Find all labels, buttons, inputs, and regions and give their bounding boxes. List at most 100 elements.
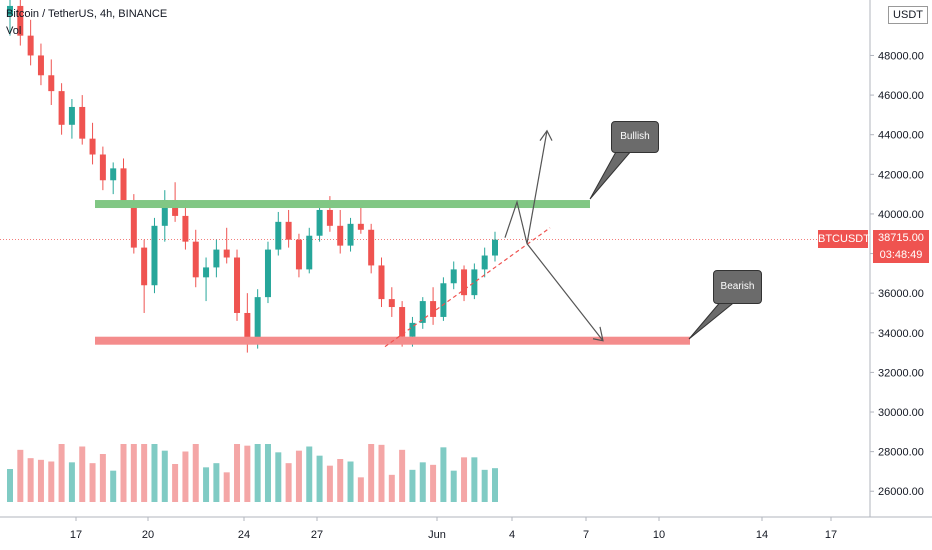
time-tick-label: 17 (70, 529, 82, 541)
time-tick-label: 17 (825, 529, 837, 541)
candle-body (254, 297, 261, 341)
time-tick-label: 4 (509, 529, 515, 541)
volume-bar (430, 464, 437, 502)
candles (7, 0, 498, 353)
candle-body (275, 221, 282, 250)
candle-body (130, 204, 137, 248)
volume-bar (99, 454, 106, 502)
bullish-callout-tail (589, 149, 634, 200)
volume-bar (130, 444, 137, 502)
candle-body (120, 168, 127, 205)
symbol-price-tag: BTCUSDT (818, 230, 870, 248)
candle-body (378, 265, 385, 300)
volume-bar (461, 457, 468, 502)
candle-body (430, 301, 437, 317)
candle-body (481, 255, 488, 270)
candle-body (161, 200, 168, 226)
volume-bar (48, 461, 55, 502)
volume-bar (234, 444, 241, 502)
price-tick-label: 46000.00 (878, 90, 924, 102)
time-tick-label: 10 (653, 529, 665, 541)
candle-body (409, 322, 416, 337)
candle-body (7, 5, 13, 16)
price-tick-label: 44000.00 (878, 130, 924, 142)
candle-body (37, 55, 44, 76)
volume-bar (7, 469, 13, 502)
bullish-arrow (526, 130, 548, 244)
candle-body (244, 312, 251, 341)
last-price-tag: 38715.00 (873, 230, 929, 247)
bullish-arrowhead (539, 129, 553, 141)
candle-body (461, 269, 468, 296)
candle-body (326, 209, 333, 226)
candle-body (141, 247, 148, 286)
volume-bar (275, 452, 282, 502)
volume-bar (182, 451, 189, 502)
candle-body (110, 168, 117, 181)
volume-bar (37, 459, 44, 502)
candle-body (471, 269, 478, 296)
time-axis: 17 20 24 27 Jun 4 7 10 14 17 (0, 516, 932, 541)
volume-bar (481, 469, 488, 502)
candle-body (79, 106, 86, 139)
volume-bar (357, 477, 364, 502)
candle-body (337, 225, 344, 246)
volume-bar (295, 450, 302, 502)
volume-bar (17, 449, 24, 502)
candle-body (419, 301, 426, 323)
price-tick-label: 34000.00 (878, 328, 924, 340)
resistance-band (95, 200, 590, 209)
time-tick-label: 24 (238, 529, 250, 541)
time-tick-label: 14 (756, 529, 768, 541)
bearish-callout[interactable]: Bearish (713, 270, 762, 304)
drawing-tools (95, 129, 739, 348)
volume-bar (79, 446, 86, 502)
volume-bar (368, 444, 375, 502)
symbol-title: Bitcoin / TetherUS, 4h, BINANCE (6, 8, 168, 20)
volume-bar (419, 462, 426, 502)
candle-body (440, 283, 447, 317)
candle-body (89, 138, 96, 155)
projection-path (504, 199, 528, 244)
volume-bar (285, 463, 292, 502)
volume-bar (347, 461, 354, 502)
candle-body (295, 239, 302, 270)
volume-bar (161, 450, 168, 502)
volume-bar (141, 444, 148, 502)
candle-body (68, 106, 75, 125)
volume-bar (471, 457, 478, 502)
volume-bar (172, 464, 179, 502)
volume-bar (264, 444, 271, 502)
volume-indicator-label[interactable]: Vol (6, 25, 22, 37)
price-tick-label: 36000.00 (878, 288, 924, 300)
volume-bar (388, 474, 395, 502)
candle-body (388, 299, 395, 308)
volume-bar (492, 468, 498, 502)
volume-bar (58, 444, 65, 502)
candle-body (182, 215, 189, 242)
bearish-arrowhead (592, 326, 604, 342)
bullish-callout[interactable]: Bullish (611, 121, 659, 153)
candle-body (368, 229, 375, 266)
candle-body (58, 91, 65, 125)
volume-bar (27, 458, 34, 502)
price-tick-label: 30000.00 (878, 407, 924, 419)
volume-bar (68, 462, 75, 502)
candle-body (192, 241, 199, 278)
volume-bar (337, 459, 344, 502)
volume-bar (203, 467, 210, 502)
rising-trendline (384, 227, 551, 348)
price-tick-label: 48000.00 (878, 50, 924, 62)
candle-body (316, 209, 323, 236)
volume-bar (399, 449, 406, 502)
candle-body (264, 249, 271, 298)
bearish-arrow (526, 243, 604, 342)
candle-body (203, 267, 210, 278)
volume-bar (440, 447, 447, 502)
time-tick-label: 20 (142, 529, 154, 541)
volume-bar (244, 445, 251, 502)
candle-body (48, 75, 55, 92)
candle-body (285, 221, 292, 240)
currency-selector[interactable]: USDT (888, 6, 928, 24)
